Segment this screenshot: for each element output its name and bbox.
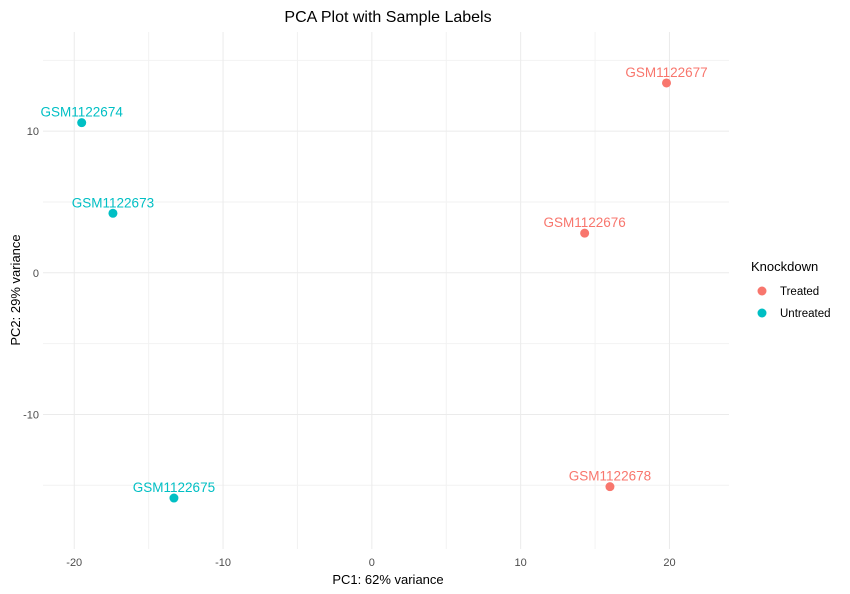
x-tick-label: -10 xyxy=(215,557,231,569)
data-point xyxy=(605,482,615,492)
grid xyxy=(43,32,729,549)
data-point xyxy=(580,228,590,238)
data-points xyxy=(77,78,672,503)
legend-title: Knockdown xyxy=(751,259,818,274)
legend-label: Treated xyxy=(780,286,819,298)
legend-key xyxy=(757,308,767,318)
point-label: GSM1122673 xyxy=(72,195,154,210)
x-tick-label: 20 xyxy=(663,557,675,569)
y-tick-label: -10 xyxy=(23,409,39,421)
x-tick-label: -20 xyxy=(66,557,82,569)
legend-key xyxy=(757,286,767,296)
legend-label: Untreated xyxy=(780,308,831,320)
point-label: GSM1122678 xyxy=(569,469,651,484)
data-point xyxy=(108,208,118,218)
x-axis-title: PC1: 62% variance xyxy=(332,572,443,587)
point-label: GSM1122677 xyxy=(625,65,707,80)
y-tick-label: 10 xyxy=(27,126,39,138)
point-label: GSM1122676 xyxy=(544,215,626,230)
y-axis-ticks: -10 0 10 xyxy=(23,126,39,421)
data-point xyxy=(77,118,87,128)
data-point xyxy=(662,78,672,88)
data-point xyxy=(169,493,179,503)
x-tick-label: 10 xyxy=(515,557,527,569)
legend-entries: Treated Untreated xyxy=(757,286,831,320)
x-tick-label: 0 xyxy=(369,557,375,569)
y-tick-label: 0 xyxy=(33,268,39,280)
point-label: GSM1122674 xyxy=(41,105,124,120)
chart-title: PCA Plot with Sample Labels xyxy=(284,9,491,26)
point-labels: GSM1122676 GSM1122677 GSM1122678 GSM1122673… xyxy=(41,65,708,495)
point-label: GSM1122675 xyxy=(133,480,215,495)
legend: Knockdown Treated Untreated xyxy=(751,259,831,320)
x-axis-ticks: -20 -10 0 10 20 xyxy=(66,557,675,569)
y-axis-title: PC2: 29% variance xyxy=(8,234,23,345)
